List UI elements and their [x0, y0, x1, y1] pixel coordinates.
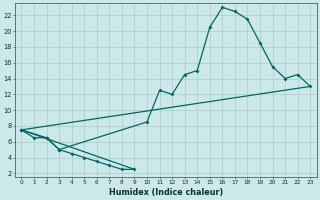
- X-axis label: Humidex (Indice chaleur): Humidex (Indice chaleur): [109, 188, 223, 197]
